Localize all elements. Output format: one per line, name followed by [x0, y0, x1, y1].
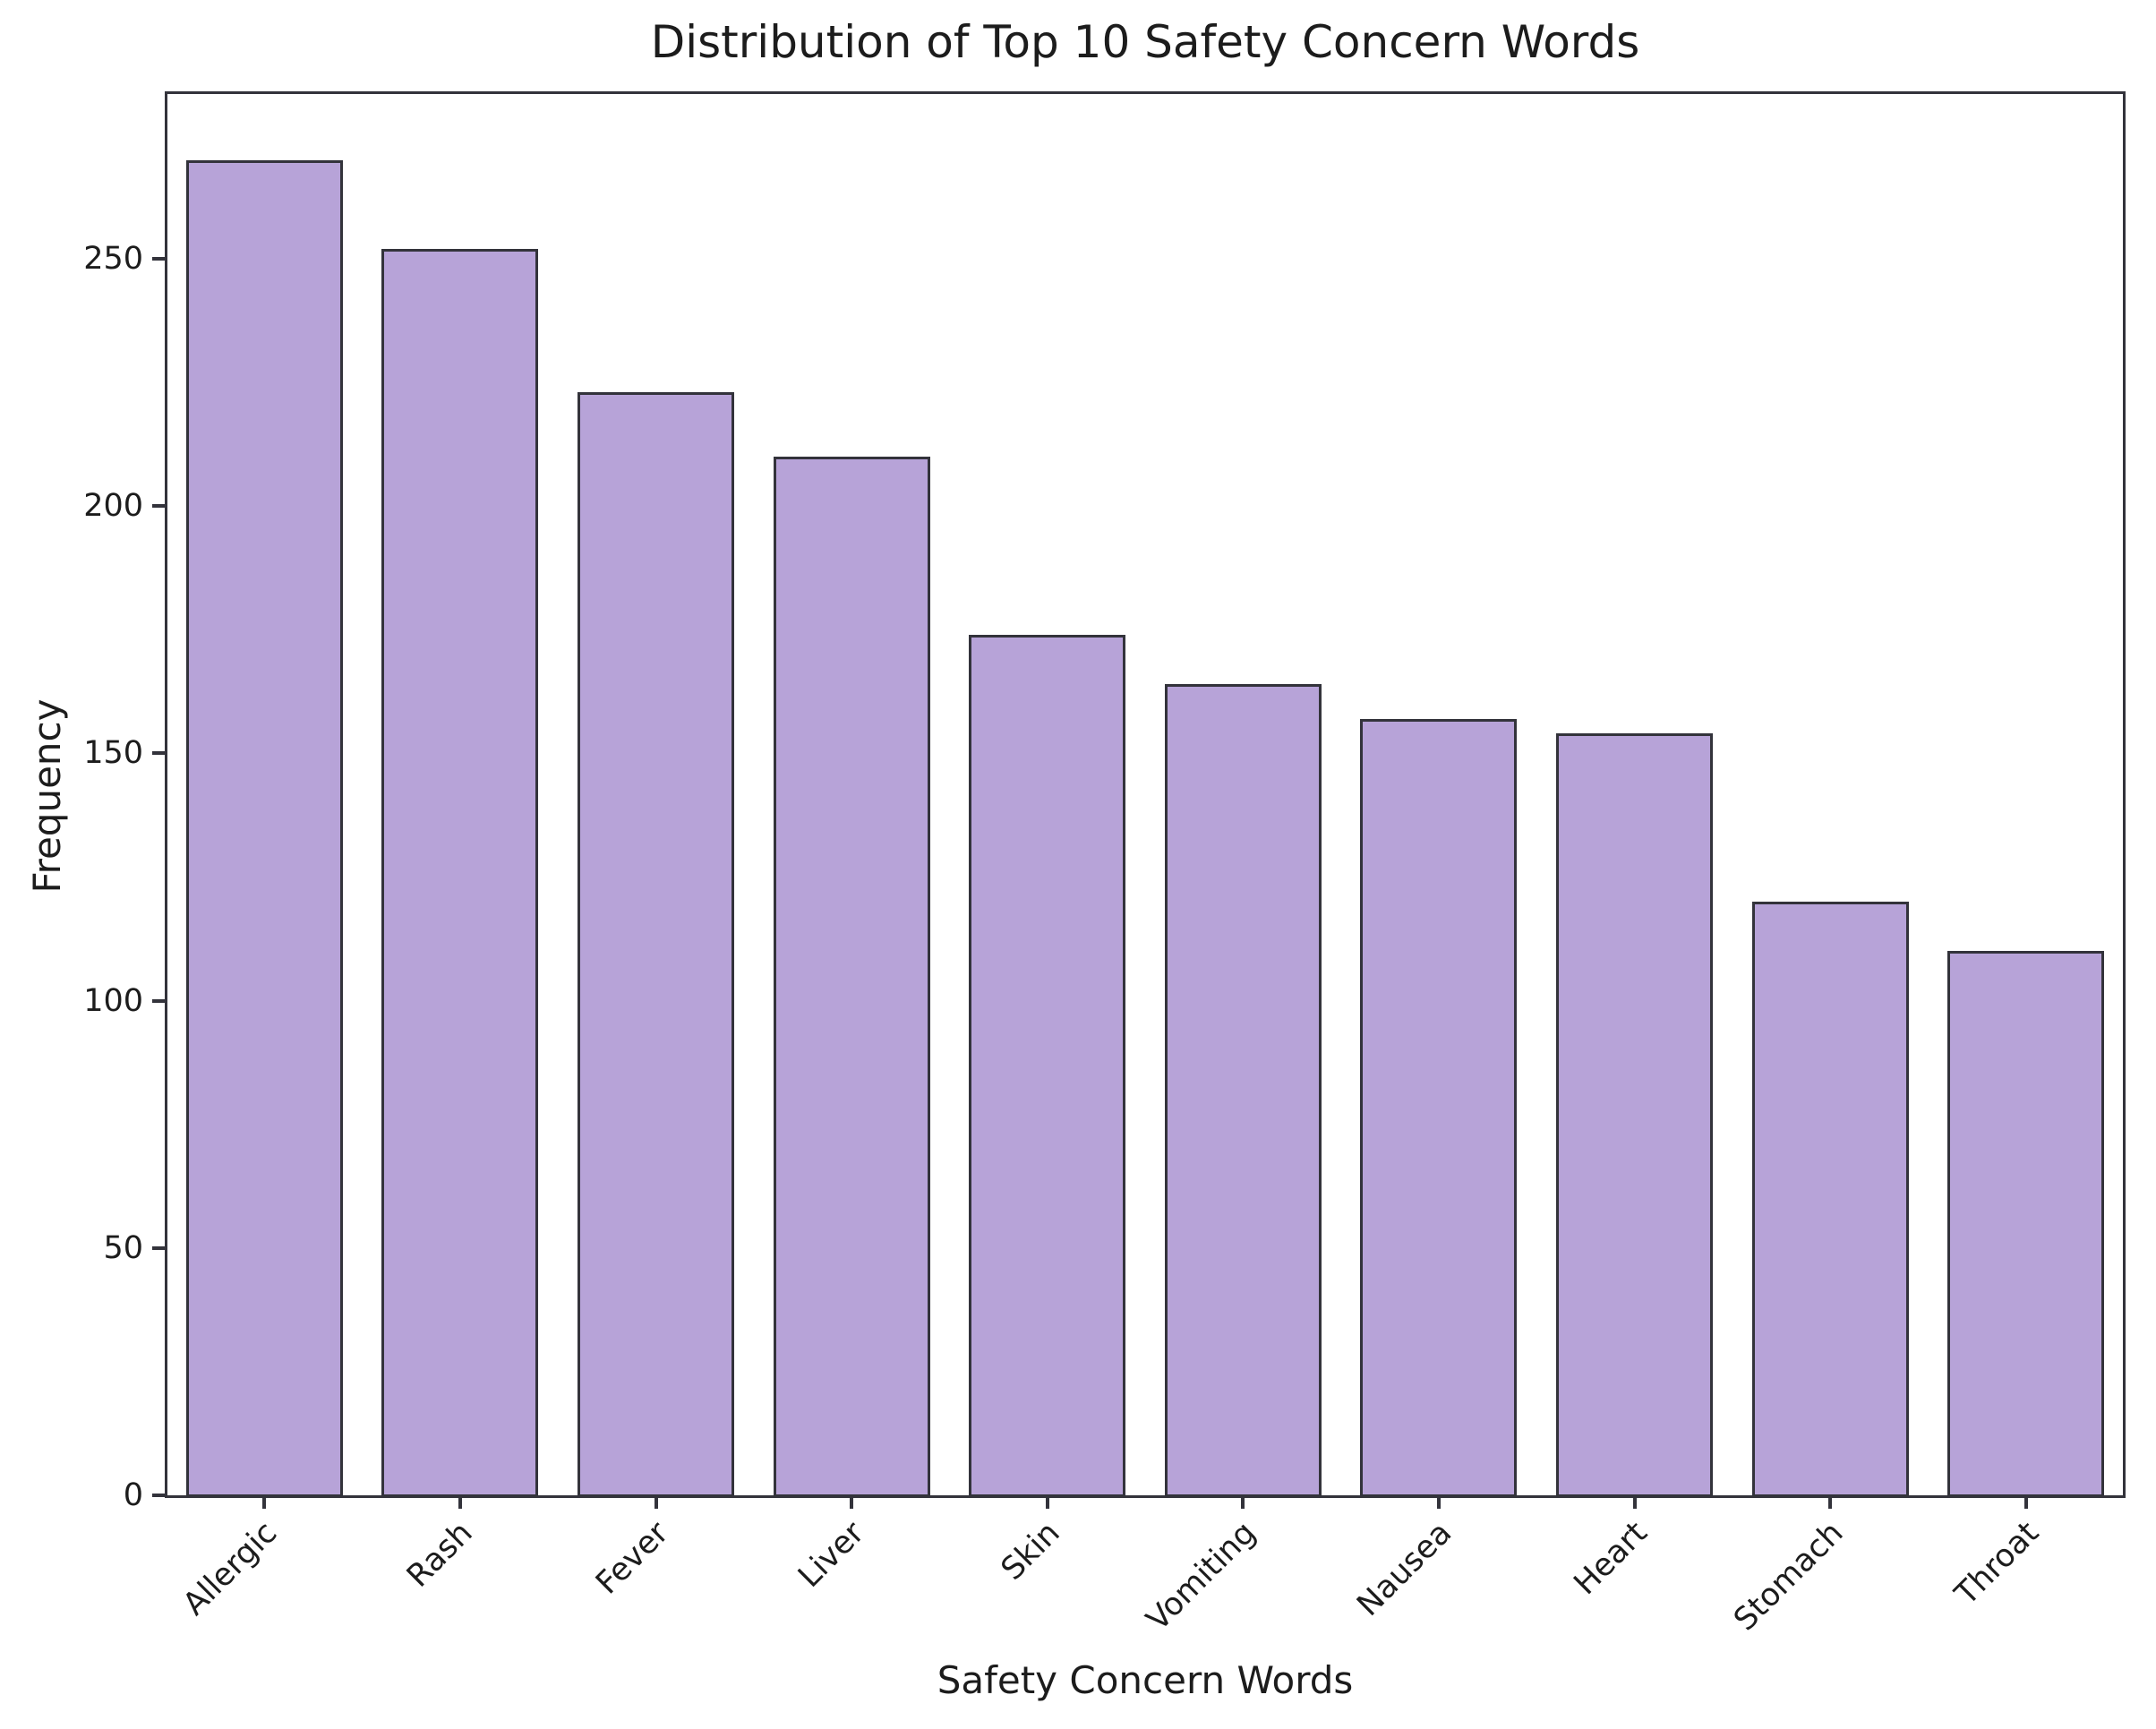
- x-tick-mark: [654, 1495, 658, 1509]
- y-tick-label: 100: [83, 982, 143, 1019]
- y-tick-mark: [152, 751, 167, 756]
- x-tick-label-allergic: Allergic: [176, 1515, 285, 1623]
- x-tick-mark: [850, 1495, 854, 1509]
- chart-title: Distribution of Top 10 Safety Concern Wo…: [650, 16, 1640, 68]
- y-tick-mark: [152, 1494, 167, 1497]
- y-tick-mark: [152, 998, 167, 1003]
- y-tick-label: 150: [83, 735, 143, 772]
- x-tick-mark: [1632, 1495, 1637, 1509]
- x-tick-label-throat: Throat: [1948, 1515, 2046, 1613]
- x-tick-mark: [1241, 1495, 1245, 1509]
- bar-fever: [578, 392, 734, 1497]
- x-tick-label-liver: Liver: [791, 1515, 872, 1595]
- y-axis-label: Frequency: [25, 698, 69, 894]
- bar-stomach: [1751, 902, 1909, 1497]
- y-tick-label: 200: [83, 488, 143, 525]
- x-axis-label: Safety Concern Words: [937, 1658, 1354, 1702]
- bar-skin: [969, 634, 1126, 1497]
- x-tick-label-stomach: Stomach: [1726, 1515, 1851, 1639]
- x-tick-mark: [262, 1495, 267, 1509]
- x-tick-mark: [1828, 1495, 1833, 1509]
- bar-heart: [1556, 733, 1713, 1497]
- y-tick-mark: [152, 1245, 167, 1250]
- y-tick-label: 50: [103, 1229, 143, 1266]
- bar-throat: [1947, 951, 2105, 1497]
- x-tick-label-vomiting: Vomiting: [1140, 1515, 1263, 1639]
- bar-vomiting: [1164, 684, 1322, 1497]
- x-tick-mark: [1436, 1495, 1441, 1509]
- x-tick-mark: [458, 1495, 462, 1509]
- bar-rash: [381, 249, 539, 1497]
- bar-allergic: [185, 159, 343, 1497]
- bar-nausea: [1360, 718, 1518, 1497]
- x-tick-mark: [2023, 1495, 2028, 1509]
- x-tick-label-heart: Heart: [1567, 1515, 1655, 1603]
- x-tick-label-rash: Rash: [400, 1515, 481, 1595]
- x-tick-label-fever: Fever: [589, 1515, 676, 1602]
- y-tick-mark: [152, 504, 167, 509]
- x-tick-label-nausea: Nausea: [1350, 1515, 1459, 1623]
- y-tick-mark: [152, 257, 167, 261]
- x-tick-mark: [1045, 1495, 1049, 1509]
- y-tick-label: 0: [123, 1477, 143, 1513]
- y-tick-label: 250: [83, 241, 143, 278]
- x-tick-label-skin: Skin: [995, 1515, 1067, 1588]
- bar-liver: [773, 457, 930, 1497]
